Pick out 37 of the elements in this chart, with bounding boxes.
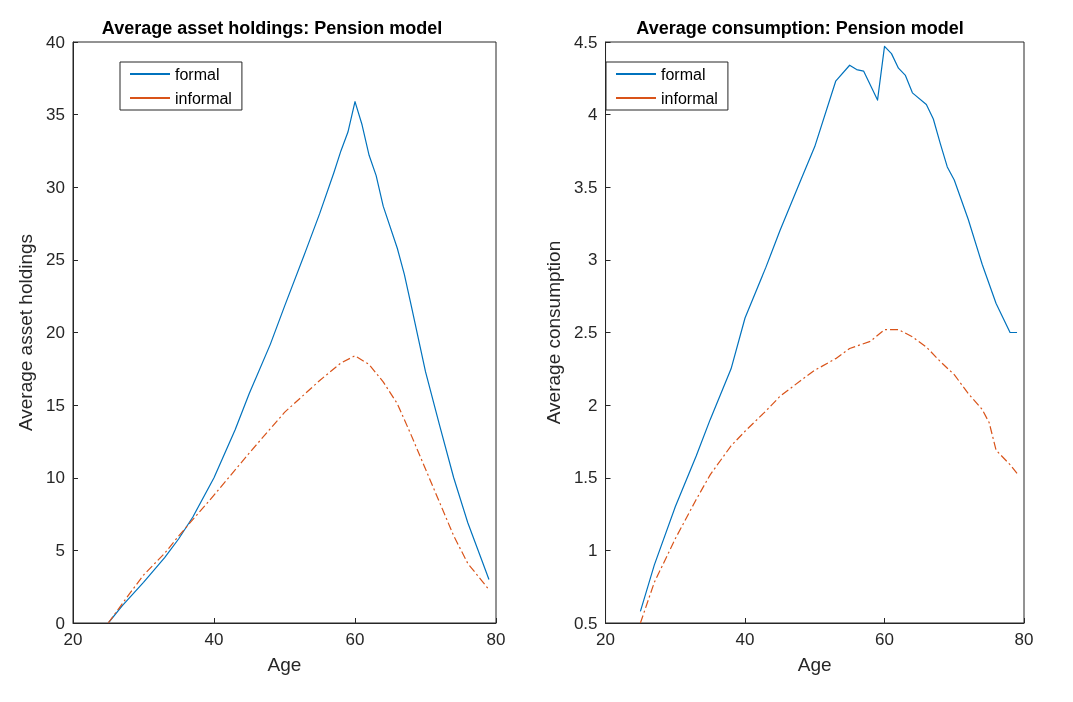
x-tick-label: 80 xyxy=(486,630,506,649)
y-tick-label: 10 xyxy=(46,468,65,488)
y-axis-title: Average asset holdings xyxy=(15,233,36,432)
chart-title: Average asset holdings: Pension model xyxy=(101,18,443,38)
y-tick-label: 25 xyxy=(46,250,65,270)
y-tick-label: 20 xyxy=(46,323,65,342)
y-tick-label: 15 xyxy=(46,395,65,415)
y-tick-label: 30 xyxy=(46,177,65,197)
x-tick-label: 40 xyxy=(204,630,224,649)
legend-label: formal xyxy=(661,65,706,83)
y-tick-label: 0 xyxy=(55,613,65,633)
y-axis-title: Average consumption xyxy=(543,240,564,425)
y-tick-label: 4 xyxy=(588,105,598,125)
y-tick-label: 40 xyxy=(46,32,65,52)
y-tick-label: 5 xyxy=(55,540,65,560)
line-series xyxy=(639,329,1018,624)
x-axis-title: Age xyxy=(797,654,832,675)
legend-label: informal xyxy=(175,89,232,107)
x-tick-label: 60 xyxy=(875,630,894,649)
line-series xyxy=(107,355,490,624)
y-tick-label: 1.5 xyxy=(573,468,598,488)
y-tick-label: 2.5 xyxy=(573,323,598,342)
line-series xyxy=(639,45,1018,612)
chart-title: Average consumption: Pension model xyxy=(636,18,964,38)
y-tick-label: 4.5 xyxy=(573,32,598,52)
legend-label: informal xyxy=(661,89,718,107)
x-tick-label: 40 xyxy=(735,630,755,649)
y-tick-label: 1 xyxy=(588,540,598,560)
x-tick-label: 60 xyxy=(345,630,365,649)
y-tick-label: 3.5 xyxy=(573,177,598,197)
x-axis-title: Age xyxy=(267,654,302,675)
y-tick-label: 35 xyxy=(46,105,65,125)
x-tick-label: 80 xyxy=(1014,630,1034,649)
y-tick-label: 0.5 xyxy=(573,613,598,633)
y-tick-label: 2 xyxy=(588,395,598,415)
y-tick-label: 3 xyxy=(588,250,598,270)
legend-label: formal xyxy=(175,65,220,83)
